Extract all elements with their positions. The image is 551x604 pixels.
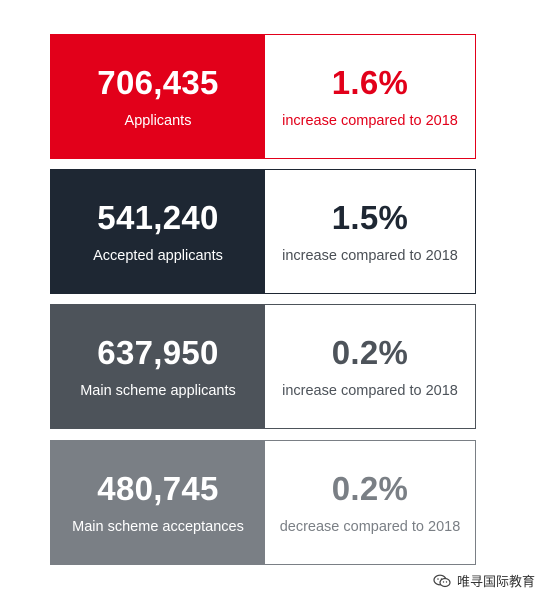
stat-change: 0.2% [331,333,409,371]
stat-label: Main scheme acceptances [72,518,244,535]
stat-value: 637,950 [97,333,219,371]
stat-total-panel: 706,435 Applicants [51,35,265,158]
stat-change: 1.5% [331,198,409,236]
stat-change-panel: 0.2% decrease compared to 2018 [265,441,475,564]
watermark-text: 唯寻国际教育 [456,575,535,590]
stat-value: 480,745 [97,469,219,507]
stat-card-accepted-applicants: 541,240 Accepted applicants 1.5% increas… [50,169,476,294]
stat-card-main-scheme-acceptances: 480,745 Main scheme acceptances 0.2% dec… [50,440,476,565]
stat-label: Main scheme applicants [80,382,236,399]
watermark: 唯寻国际教育 [433,571,535,590]
wechat-icon [433,574,451,588]
stat-value: 706,435 [97,63,219,101]
stat-change: 1.6% [331,63,409,101]
stat-label: Applicants [124,112,192,129]
stat-total-panel: 480,745 Main scheme acceptances [51,441,265,564]
stat-change-description: increase compared to 2018 [282,247,458,264]
stat-total-panel: 637,950 Main scheme applicants [51,305,265,428]
stat-change: 0.2% [331,469,409,507]
stat-card-applicants: 706,435 Applicants 1.6% increase compare… [50,34,476,159]
stat-change-panel: 0.2% increase compared to 2018 [265,305,475,428]
stat-card-main-scheme-applicants: 637,950 Main scheme applicants 0.2% incr… [50,304,476,429]
stat-change-panel: 1.5% increase compared to 2018 [265,170,475,293]
stat-value: 541,240 [97,198,219,236]
stat-change-description: decrease compared to 2018 [279,518,461,535]
stat-label: Accepted applicants [93,247,223,264]
stat-change-description: increase compared to 2018 [282,382,458,399]
stat-total-panel: 541,240 Accepted applicants [51,170,265,293]
stat-change-description: increase compared to 2018 [282,112,458,129]
stat-change-panel: 1.6% increase compared to 2018 [265,35,475,158]
